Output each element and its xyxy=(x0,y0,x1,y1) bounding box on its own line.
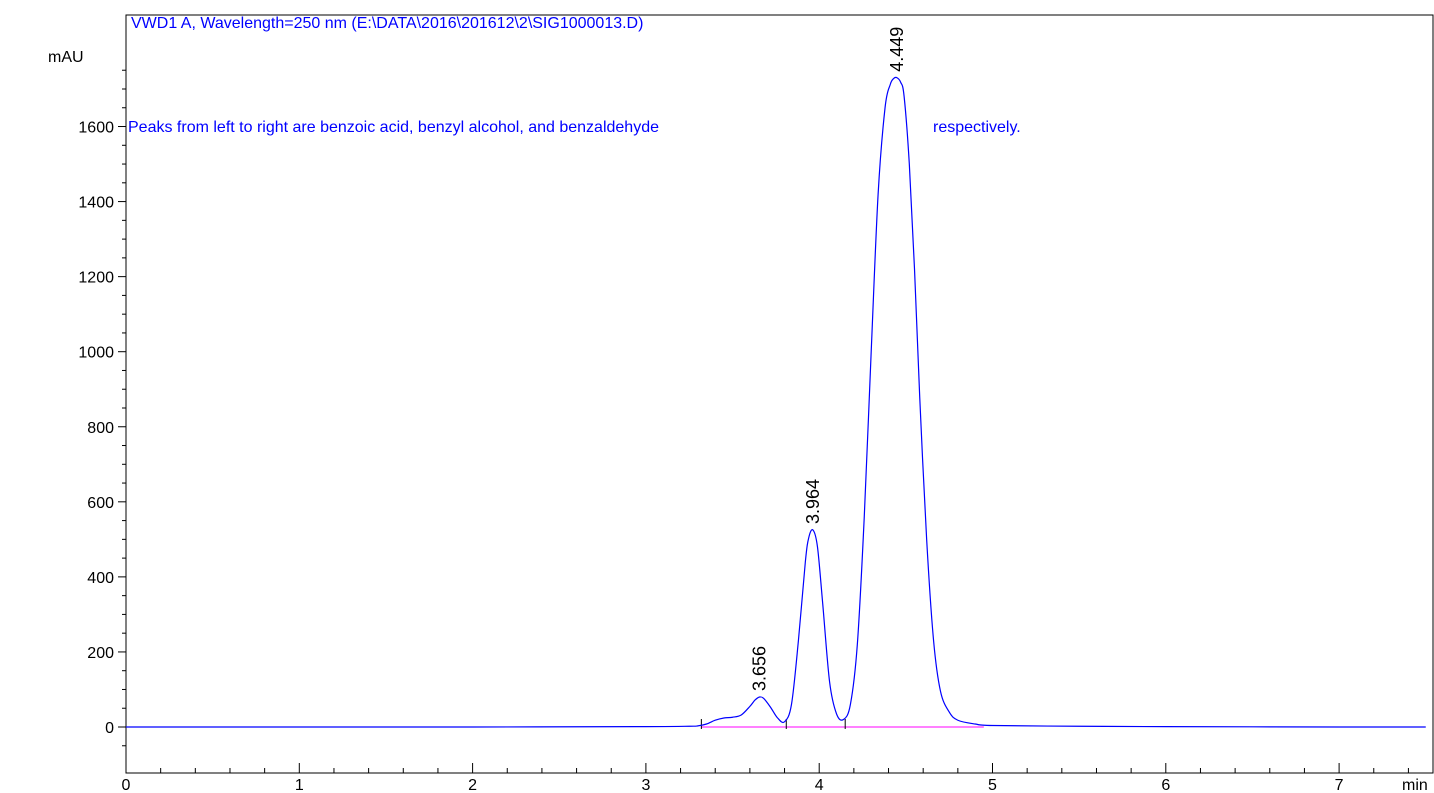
y-tick-label: 200 xyxy=(87,645,114,662)
peak-label: 3.656 xyxy=(750,646,770,691)
chromatogram-trace xyxy=(125,76,1426,728)
x-axis-unit-label: min xyxy=(1402,777,1428,793)
x-tick-label: 5 xyxy=(988,777,997,793)
y-tick-label: 1600 xyxy=(78,120,114,137)
y-axis-unit-label: mAU xyxy=(48,49,84,66)
y-tick-label: 600 xyxy=(87,495,114,512)
x-tick-label: 6 xyxy=(1161,777,1170,793)
peak-label: 4.449 xyxy=(887,27,907,72)
x-tick-label: 0 xyxy=(122,777,131,793)
y-tick-label: 400 xyxy=(87,570,114,587)
x-tick-label: 1 xyxy=(295,777,304,793)
signal-title: VWD1 A, Wavelength=250 nm (E:\DATA\2016\… xyxy=(131,15,643,32)
y-tick-label: 1000 xyxy=(78,345,114,362)
plot-frame xyxy=(125,14,1434,774)
x-tick-label: 4 xyxy=(815,777,824,793)
annotation-text: Peaks from left to right are benzoic aci… xyxy=(128,119,659,136)
y-tick-label: 1400 xyxy=(78,195,114,212)
peak-label: 3.964 xyxy=(803,479,823,524)
plot-area: 0 200 400 600 800 1000 1200 1400 1600 0 1 2 3 4 5 6 7 3.6… xyxy=(78,14,1434,793)
y-tick-label: 0 xyxy=(105,720,114,737)
x-tick-label: 2 xyxy=(468,777,477,793)
x-tick-label: 3 xyxy=(641,777,650,793)
annotation-text-tail: respectively. xyxy=(933,119,1021,136)
y-tick-label: 800 xyxy=(87,420,114,437)
x-tick-label: 7 xyxy=(1335,777,1344,793)
y-tick-label: 1200 xyxy=(78,270,114,287)
